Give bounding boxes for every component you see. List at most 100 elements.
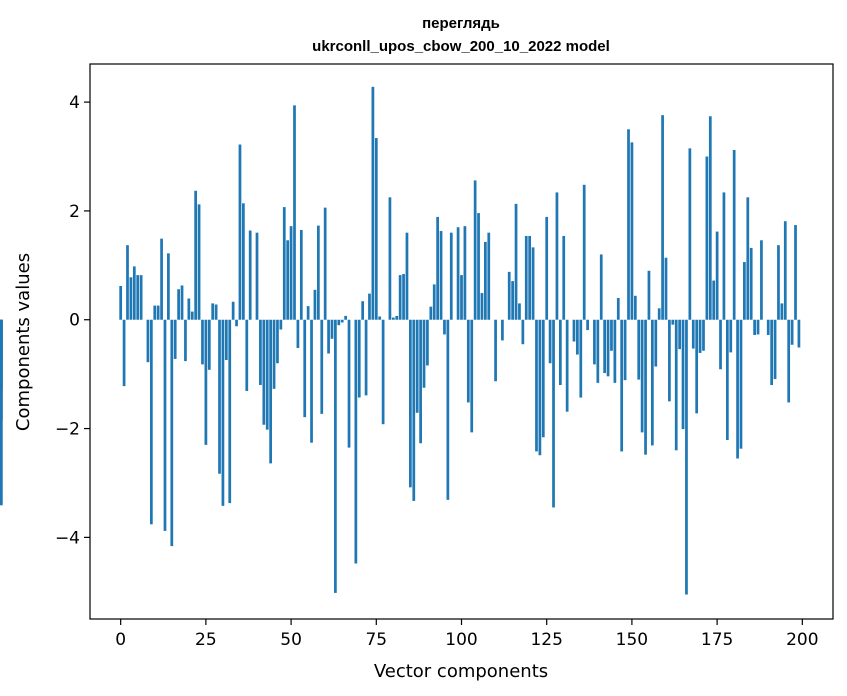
bar [269, 319, 272, 464]
bar [446, 319, 450, 500]
bar [773, 319, 777, 380]
bar [395, 315, 399, 320]
bar [620, 319, 624, 452]
bar [715, 231, 719, 320]
bar [541, 319, 545, 438]
bar [685, 319, 688, 595]
bar [402, 274, 405, 320]
bar [691, 319, 695, 349]
bar [381, 319, 385, 425]
bar [654, 319, 658, 367]
bar [357, 319, 361, 398]
x-tick-label: 175 [701, 630, 733, 650]
bar [746, 197, 750, 320]
bar [231, 301, 235, 320]
bar [436, 216, 440, 320]
bar [429, 306, 433, 320]
bar [507, 271, 511, 320]
y-tick-label: 0 [69, 311, 80, 331]
bar [330, 319, 334, 339]
bar [282, 207, 286, 320]
bar [344, 315, 347, 320]
bar [391, 317, 395, 320]
bar [224, 319, 228, 360]
bar [364, 319, 368, 396]
bar [190, 311, 194, 320]
bar [327, 319, 330, 354]
bar [610, 319, 613, 351]
bar [136, 275, 140, 320]
bar [156, 305, 160, 320]
bar [596, 319, 600, 383]
bar [651, 319, 654, 446]
bar [739, 319, 743, 449]
bar [695, 319, 699, 414]
bar [149, 319, 153, 525]
bar [449, 232, 453, 320]
bar [180, 285, 184, 320]
bar [681, 319, 685, 430]
x-tick-label: 200 [786, 630, 818, 650]
bar [211, 303, 215, 320]
bar [579, 319, 583, 398]
bar [470, 319, 474, 433]
bar [531, 247, 535, 320]
bar [712, 280, 716, 320]
bar [664, 257, 668, 320]
bar [688, 148, 692, 320]
bar [501, 319, 504, 341]
bar [371, 86, 375, 320]
bar [419, 319, 422, 444]
x-tick-label: 75 [365, 630, 387, 650]
bar [303, 319, 307, 418]
bars-group [0, 86, 801, 595]
bar [374, 138, 378, 320]
bar [702, 319, 705, 351]
bar [722, 192, 726, 320]
plot-area-frame [89, 63, 834, 620]
bar [705, 156, 709, 320]
bar [678, 319, 681, 350]
bar [494, 319, 497, 382]
bar [603, 319, 607, 374]
bar [627, 129, 630, 320]
bar [777, 245, 780, 320]
bar [487, 232, 491, 320]
bar [770, 319, 774, 386]
bar [518, 303, 521, 320]
bar [313, 289, 317, 320]
bar [586, 319, 589, 331]
bar [126, 245, 129, 320]
bar [719, 319, 722, 370]
x-tick-label: 125 [530, 630, 562, 650]
bar [289, 226, 293, 320]
y-tick-label: 2 [69, 202, 80, 222]
bar [766, 319, 770, 335]
bar [262, 319, 266, 425]
bar [334, 319, 337, 593]
bar [163, 319, 167, 531]
bar [187, 298, 191, 320]
bar [248, 230, 252, 320]
bar [473, 180, 477, 320]
bar [129, 277, 133, 320]
chart-title-line-1: переглядь [422, 15, 500, 32]
bar [760, 240, 763, 320]
bar [511, 281, 514, 320]
bar [477, 213, 480, 320]
bar [725, 319, 729, 440]
bar [184, 319, 187, 362]
bar [439, 231, 443, 320]
bar [756, 319, 760, 335]
bar [562, 235, 566, 320]
bar [599, 254, 603, 320]
bar [361, 301, 365, 320]
bar [432, 284, 436, 320]
bar [201, 319, 204, 365]
bar [443, 319, 446, 335]
bar [555, 192, 559, 320]
bar [194, 190, 198, 320]
bar [296, 319, 300, 349]
bar [368, 293, 371, 320]
